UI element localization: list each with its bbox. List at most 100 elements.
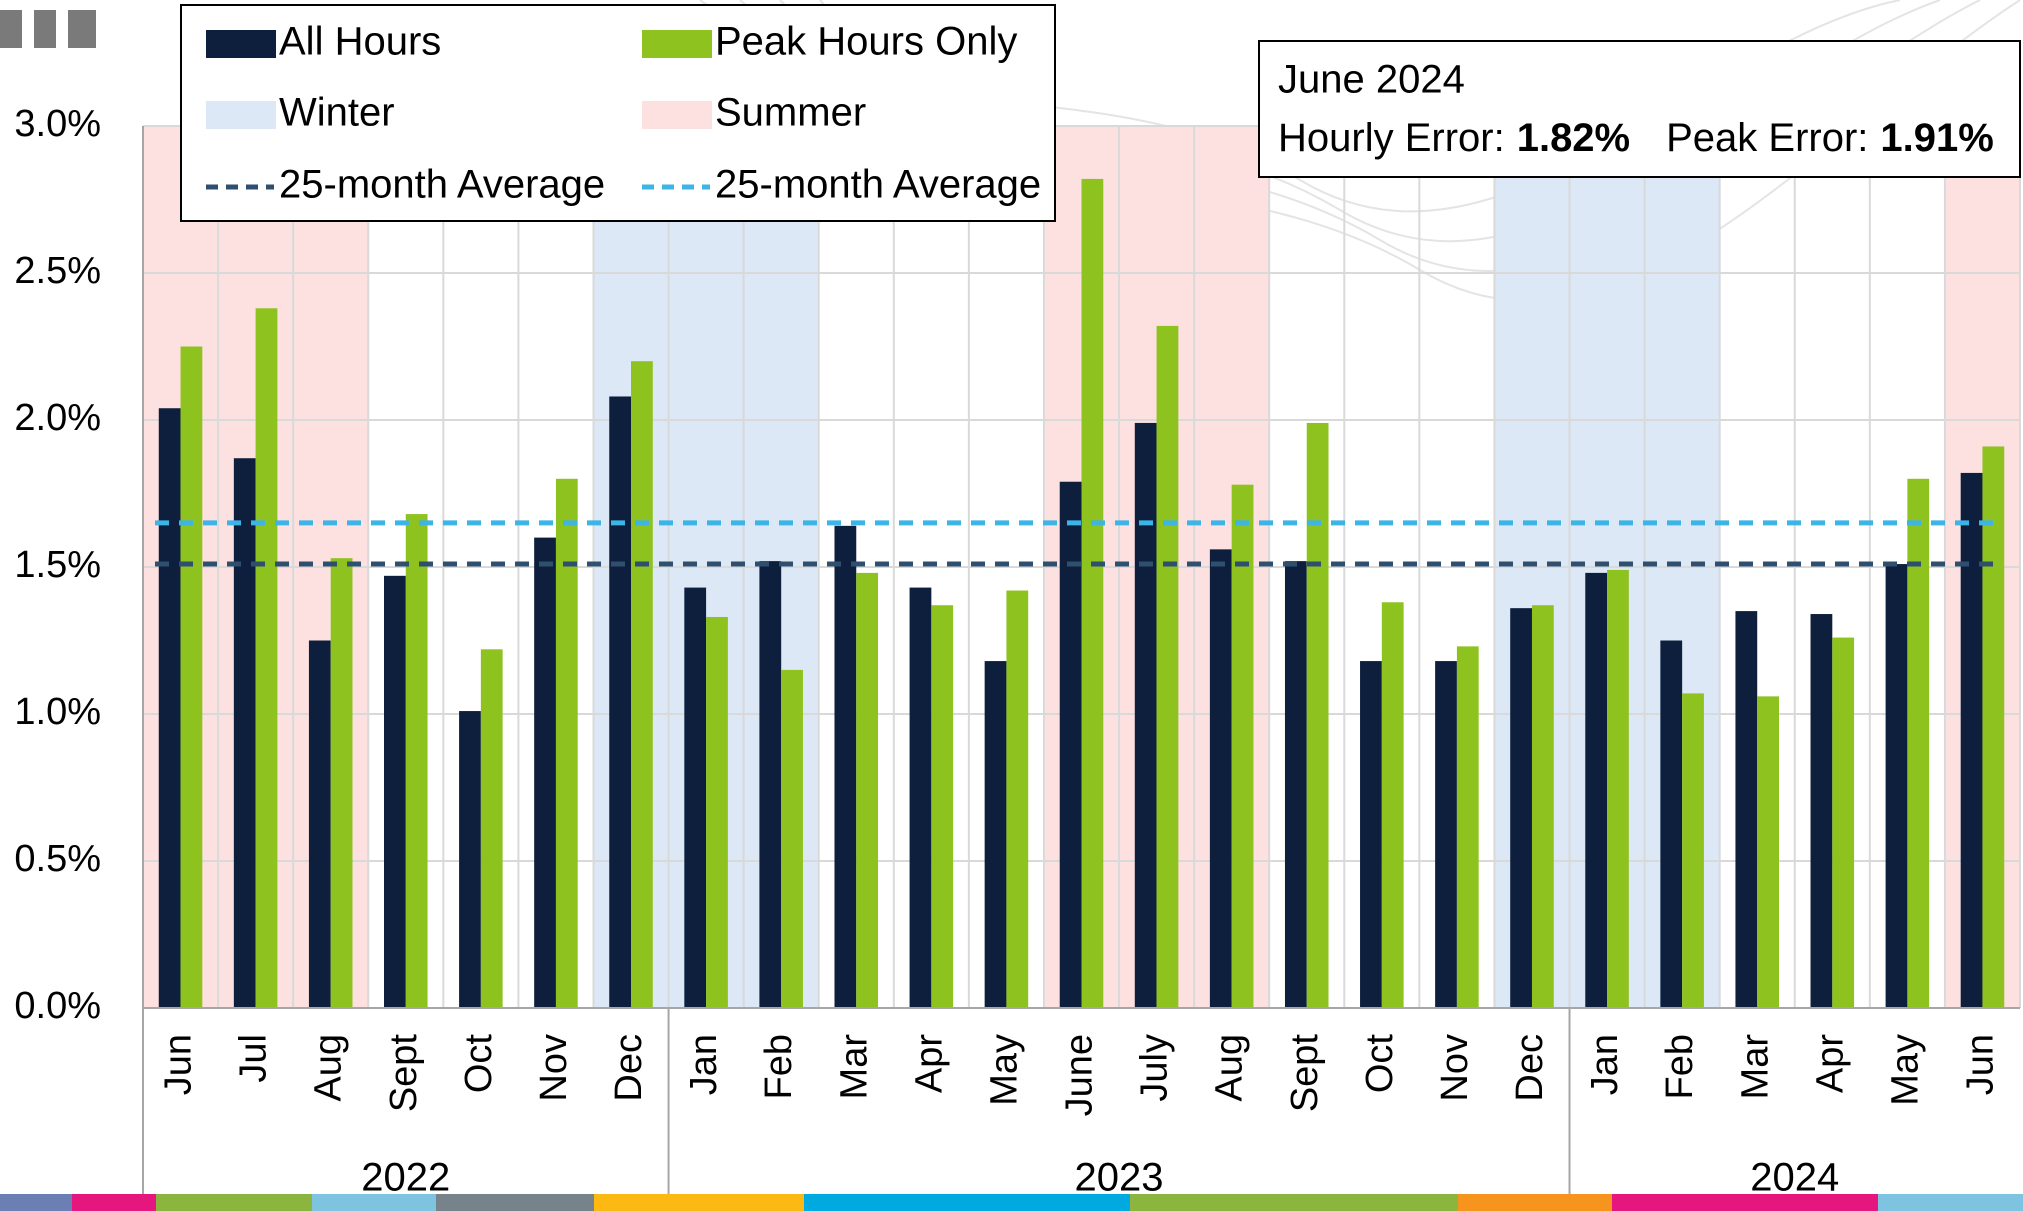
bar xyxy=(233,458,256,1009)
bar xyxy=(1456,646,1479,1008)
x-tick-label: May xyxy=(1884,1034,1926,1106)
annotation-title: June 2024 xyxy=(1278,58,1465,102)
legend-box xyxy=(180,4,1056,222)
x-tick-label: Sept xyxy=(1284,1034,1326,1113)
bar xyxy=(555,478,578,1008)
bar xyxy=(405,514,428,1008)
strip-segment xyxy=(1878,1194,2023,1211)
bar xyxy=(984,661,1007,1008)
bar xyxy=(1585,572,1608,1008)
legend-label: Summer xyxy=(715,91,866,135)
x-tick-label: Oct xyxy=(458,1034,500,1094)
legend-swatch xyxy=(206,101,276,129)
x-group-label: 2023 xyxy=(1075,1156,1164,1200)
logo-part xyxy=(34,10,56,48)
legend-swatch xyxy=(206,30,276,58)
y-tick-label: 3.0% xyxy=(14,103,101,145)
y-tick-label: 2.0% xyxy=(14,397,101,439)
legend-label: All Hours xyxy=(279,20,441,64)
bar xyxy=(684,587,707,1008)
strip-segment xyxy=(0,1194,72,1211)
bar xyxy=(609,396,632,1009)
y-tick-label: 2.5% xyxy=(14,250,101,292)
x-tick-label: Dec xyxy=(1509,1034,1551,1102)
x-tick-label: Apr xyxy=(908,1034,950,1093)
bar xyxy=(781,669,803,1008)
x-tick-label: Feb xyxy=(758,1034,800,1099)
bar xyxy=(1284,561,1307,1008)
strip-segment xyxy=(1612,1194,1878,1211)
x-tick-label: Jul xyxy=(233,1034,275,1083)
legend-label: Winter xyxy=(279,91,395,135)
bar xyxy=(255,308,278,1008)
strip-segment xyxy=(312,1194,436,1211)
x-tick-label: Mar xyxy=(833,1034,875,1100)
x-tick-label: May xyxy=(983,1034,1025,1106)
annotation-label: Hourly Error: xyxy=(1278,116,1505,160)
bar xyxy=(1134,422,1157,1008)
x-tick-label: June xyxy=(1059,1034,1101,1116)
x-tick-label: Nov xyxy=(533,1034,575,1102)
x-tick-label: Jun xyxy=(158,1034,200,1095)
bar xyxy=(1660,640,1683,1008)
x-tick-label: Jun xyxy=(1959,1034,2001,1095)
y-tick-label: 0.0% xyxy=(14,985,101,1027)
x-group-label: 2022 xyxy=(361,1156,450,1200)
x-tick-label: Sept xyxy=(383,1034,425,1113)
bar xyxy=(1081,178,1104,1009)
bar xyxy=(1381,602,1404,1008)
bar xyxy=(384,575,406,1008)
bar xyxy=(1810,614,1833,1008)
bar xyxy=(1607,569,1629,1008)
bar xyxy=(1360,661,1382,1008)
x-tick-label: Oct xyxy=(1359,1034,1401,1094)
bar xyxy=(480,649,503,1008)
annotation: June 2024 Hourly Error: 1.82% Peak Error: 1.… xyxy=(1258,40,2021,178)
legend-swatch xyxy=(642,30,712,58)
bar xyxy=(1510,608,1532,1008)
strip-segment xyxy=(594,1194,804,1211)
strip-segment xyxy=(72,1194,156,1211)
color-strip xyxy=(0,1194,2023,1211)
x-group-label: 2024 xyxy=(1750,1156,1839,1200)
bar xyxy=(308,640,331,1008)
strip-segment xyxy=(436,1194,594,1211)
bar xyxy=(1435,661,1457,1008)
logo-part xyxy=(68,10,96,48)
bar xyxy=(1306,422,1329,1008)
x-tick-label: Aug xyxy=(1209,1034,1251,1102)
x-tick-label: Apr xyxy=(1809,1034,1851,1093)
strip-segment xyxy=(156,1194,312,1211)
bar xyxy=(706,616,728,1008)
legend-label: 25-month Average xyxy=(279,163,605,207)
annotation-label: Peak Error: xyxy=(1666,116,1868,160)
bar xyxy=(1907,478,1930,1008)
x-tick-label: Mar xyxy=(1734,1034,1776,1100)
strip-segment xyxy=(1458,1194,1612,1211)
bar xyxy=(856,572,879,1008)
logo-fragment xyxy=(0,10,96,48)
x-tick-label: Dec xyxy=(608,1034,650,1102)
x-tick-label: Nov xyxy=(1434,1034,1476,1102)
annotation-text: Hourly Error: 1.82% Peak Error: 1.91% xyxy=(1278,116,1994,160)
bar xyxy=(1982,446,2005,1009)
annotation-box xyxy=(1258,40,2021,178)
y-tick-label: 1.0% xyxy=(14,691,101,733)
x-tick-label: Feb xyxy=(1659,1034,1701,1099)
legend-label: Peak Hours Only xyxy=(715,20,1017,64)
bar xyxy=(631,361,653,1008)
bar xyxy=(1682,693,1704,1008)
x-tick-label: Jan xyxy=(1584,1034,1626,1095)
bar xyxy=(1209,549,1232,1008)
legend-label: 25-month Average xyxy=(715,163,1041,207)
bar xyxy=(1059,481,1082,1008)
annotation-value: 1.82% xyxy=(1517,116,1630,160)
bar xyxy=(909,587,932,1008)
legend-swatch xyxy=(642,101,712,129)
bar xyxy=(330,558,353,1008)
bar xyxy=(1006,590,1029,1008)
bar xyxy=(459,711,481,1008)
bar xyxy=(1757,696,1779,1008)
strip-segment xyxy=(1130,1194,1458,1211)
